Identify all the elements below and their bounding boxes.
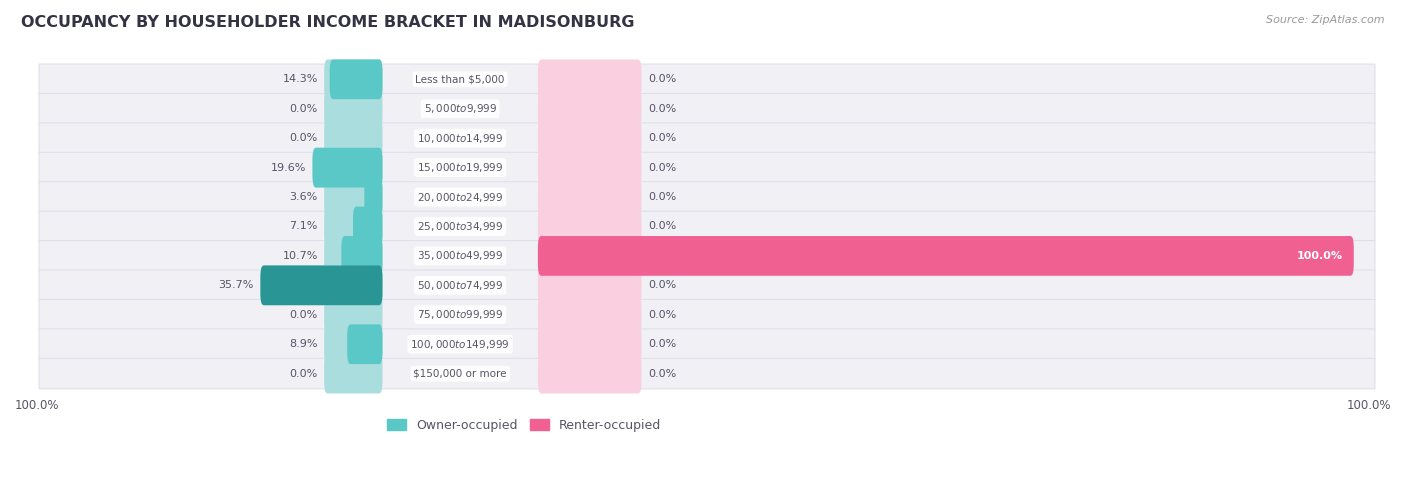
FancyBboxPatch shape	[347, 324, 382, 364]
FancyBboxPatch shape	[325, 118, 382, 158]
Text: $25,000 to $34,999: $25,000 to $34,999	[418, 220, 503, 233]
Text: 0.0%: 0.0%	[290, 310, 318, 320]
Text: $15,000 to $19,999: $15,000 to $19,999	[418, 161, 503, 174]
Text: $75,000 to $99,999: $75,000 to $99,999	[418, 308, 503, 321]
FancyBboxPatch shape	[260, 265, 382, 305]
Text: 0.0%: 0.0%	[290, 368, 318, 379]
FancyBboxPatch shape	[325, 177, 382, 217]
Text: 0.0%: 0.0%	[648, 192, 676, 202]
Text: 8.9%: 8.9%	[290, 339, 318, 349]
FancyBboxPatch shape	[39, 241, 1375, 271]
Text: 10.7%: 10.7%	[283, 251, 318, 261]
FancyBboxPatch shape	[325, 354, 382, 394]
FancyBboxPatch shape	[538, 59, 641, 99]
Text: $100,000 to $149,999: $100,000 to $149,999	[411, 338, 510, 351]
Text: 0.0%: 0.0%	[648, 222, 676, 231]
Text: 100.0%: 100.0%	[15, 399, 59, 412]
Text: $10,000 to $14,999: $10,000 to $14,999	[418, 132, 503, 145]
Text: OCCUPANCY BY HOUSEHOLDER INCOME BRACKET IN MADISONBURG: OCCUPANCY BY HOUSEHOLDER INCOME BRACKET …	[21, 15, 634, 30]
Text: 3.6%: 3.6%	[290, 192, 318, 202]
Text: $50,000 to $74,999: $50,000 to $74,999	[418, 279, 503, 292]
FancyBboxPatch shape	[39, 123, 1375, 154]
FancyBboxPatch shape	[39, 299, 1375, 330]
FancyBboxPatch shape	[538, 265, 641, 305]
Text: $150,000 or more: $150,000 or more	[413, 368, 508, 379]
Text: 100.0%: 100.0%	[1296, 251, 1343, 261]
FancyBboxPatch shape	[538, 236, 1354, 276]
FancyBboxPatch shape	[538, 207, 641, 246]
FancyBboxPatch shape	[39, 358, 1375, 389]
FancyBboxPatch shape	[325, 207, 382, 246]
FancyBboxPatch shape	[538, 118, 641, 158]
Text: $20,000 to $24,999: $20,000 to $24,999	[418, 191, 503, 204]
FancyBboxPatch shape	[312, 148, 382, 188]
FancyBboxPatch shape	[364, 177, 382, 217]
Text: 0.0%: 0.0%	[648, 104, 676, 114]
Text: 0.0%: 0.0%	[648, 310, 676, 320]
FancyBboxPatch shape	[260, 265, 382, 305]
FancyBboxPatch shape	[538, 295, 641, 335]
Text: 0.0%: 0.0%	[648, 163, 676, 173]
Text: $35,000 to $49,999: $35,000 to $49,999	[418, 249, 503, 262]
FancyBboxPatch shape	[325, 324, 382, 364]
Text: 0.0%: 0.0%	[648, 368, 676, 379]
Text: $5,000 to $9,999: $5,000 to $9,999	[423, 102, 496, 115]
Text: 7.1%: 7.1%	[290, 222, 318, 231]
Text: 0.0%: 0.0%	[290, 104, 318, 114]
FancyBboxPatch shape	[538, 354, 641, 394]
Text: 0.0%: 0.0%	[648, 74, 676, 85]
FancyBboxPatch shape	[39, 211, 1375, 242]
Text: 0.0%: 0.0%	[648, 280, 676, 290]
FancyBboxPatch shape	[312, 148, 382, 188]
Text: 19.6%: 19.6%	[271, 163, 307, 173]
FancyBboxPatch shape	[329, 59, 382, 99]
FancyBboxPatch shape	[39, 93, 1375, 124]
Text: Less than $5,000: Less than $5,000	[416, 74, 505, 85]
FancyBboxPatch shape	[39, 182, 1375, 212]
Text: 100.0%: 100.0%	[1347, 399, 1391, 412]
FancyBboxPatch shape	[538, 148, 641, 188]
FancyBboxPatch shape	[39, 64, 1375, 95]
FancyBboxPatch shape	[353, 207, 382, 246]
FancyBboxPatch shape	[538, 177, 641, 217]
FancyBboxPatch shape	[325, 59, 382, 99]
FancyBboxPatch shape	[39, 270, 1375, 301]
Text: 35.7%: 35.7%	[218, 280, 254, 290]
FancyBboxPatch shape	[325, 236, 382, 276]
Text: 0.0%: 0.0%	[290, 133, 318, 143]
FancyBboxPatch shape	[325, 89, 382, 129]
FancyBboxPatch shape	[342, 236, 382, 276]
FancyBboxPatch shape	[39, 152, 1375, 183]
FancyBboxPatch shape	[325, 295, 382, 335]
Text: 14.3%: 14.3%	[283, 74, 318, 85]
FancyBboxPatch shape	[39, 329, 1375, 360]
Legend: Owner-occupied, Renter-occupied: Owner-occupied, Renter-occupied	[382, 414, 666, 436]
Text: 0.0%: 0.0%	[648, 339, 676, 349]
FancyBboxPatch shape	[538, 89, 641, 129]
FancyBboxPatch shape	[538, 324, 641, 364]
Text: 0.0%: 0.0%	[648, 133, 676, 143]
Text: Source: ZipAtlas.com: Source: ZipAtlas.com	[1267, 15, 1385, 25]
